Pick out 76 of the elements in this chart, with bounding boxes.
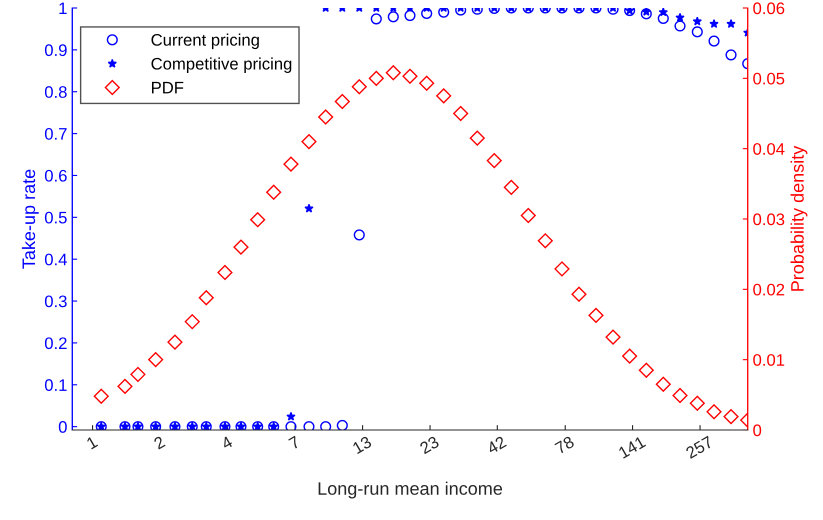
x-axis-title: Long-run mean income — [318, 482, 502, 498]
point — [538, 233, 553, 248]
point — [233, 240, 249, 255]
point — [438, 8, 450, 18]
point — [217, 264, 233, 280]
point — [368, 70, 384, 86]
point — [301, 134, 317, 150]
y-tick-label: 0.6 — [44, 170, 67, 182]
point — [520, 208, 536, 224]
y-tick-label: 0.3 — [44, 295, 67, 308]
y2-axis-title: Probability density — [790, 146, 808, 291]
x-tick-label: 2 — [153, 436, 166, 450]
point — [723, 409, 739, 424]
point — [470, 130, 485, 146]
x-tick-label: 1 — [86, 436, 98, 450]
point — [266, 184, 282, 200]
y-tick-label: 0.5 — [44, 212, 67, 224]
point — [285, 421, 297, 430]
point — [352, 79, 367, 94]
point — [622, 348, 638, 364]
y-tick-label: 0 — [58, 421, 67, 433]
x-tick-label: 141 — [618, 436, 646, 459]
point — [571, 286, 587, 302]
point — [419, 76, 434, 91]
point — [286, 412, 296, 421]
point — [672, 388, 688, 404]
x-tick-label: 42 — [486, 436, 507, 454]
x-tick-label: 7 — [288, 436, 301, 450]
y2-tick-label: 0.05 — [753, 72, 784, 85]
point — [453, 106, 468, 122]
point — [354, 229, 365, 240]
y-axis-title: Take-up rate — [22, 170, 39, 269]
y-tick-label: 0.1 — [44, 379, 67, 391]
point — [318, 109, 334, 125]
point — [504, 180, 519, 195]
point — [605, 330, 621, 345]
y2-tick-label: 0.04 — [753, 143, 785, 155]
y-tick-label: 0.8 — [44, 86, 67, 98]
point — [706, 404, 722, 420]
legend-label: PDF — [152, 82, 184, 94]
point — [554, 261, 570, 277]
point — [588, 308, 604, 323]
y-tick-label: 0.7 — [44, 128, 67, 140]
y2-tick-label: 0.06 — [753, 2, 784, 14]
y2-tick-label: 0.03 — [753, 213, 784, 226]
y-tick-label: 0.4 — [44, 254, 67, 266]
point — [656, 376, 671, 392]
point — [198, 290, 214, 306]
y2-tick-label: 0.01 — [753, 354, 784, 366]
point — [638, 362, 654, 378]
point — [148, 352, 164, 368]
point — [303, 421, 315, 430]
point — [130, 366, 146, 382]
point — [334, 94, 350, 110]
point — [402, 68, 418, 84]
y-tick-label: 0.9 — [44, 44, 67, 56]
point — [250, 212, 266, 228]
point — [486, 153, 502, 168]
point — [336, 420, 348, 430]
point — [436, 88, 452, 104]
x-tick-label: 4 — [220, 436, 234, 450]
y2-tick-label: 0.02 — [753, 284, 784, 296]
legend-label: Current pricing — [151, 34, 259, 50]
point — [304, 204, 314, 213]
legend-label: Competitive pricing — [151, 57, 292, 73]
y-tick-label: 0.2 — [44, 337, 67, 350]
point — [283, 156, 299, 172]
x-tick-label: 78 — [554, 436, 575, 454]
point — [320, 421, 332, 430]
y-tick-label: 1 — [59, 2, 67, 14]
x-tick-label: 257 — [685, 436, 714, 459]
x-tick-label: 13 — [352, 436, 372, 454]
point — [386, 65, 401, 80]
y2-tick-label: 0 — [753, 424, 762, 436]
point — [690, 396, 705, 411]
x-tick-label: 23 — [419, 436, 440, 454]
